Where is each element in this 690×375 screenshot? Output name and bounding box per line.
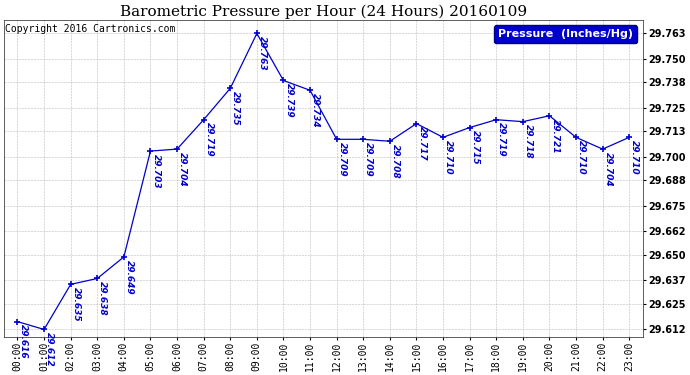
Text: 29.763: 29.763 xyxy=(258,36,267,71)
Text: 29.735: 29.735 xyxy=(231,91,240,126)
Text: 29.612: 29.612 xyxy=(45,332,54,367)
Text: 29.715: 29.715 xyxy=(471,130,480,165)
Text: 29.719: 29.719 xyxy=(205,123,214,157)
Text: 29.704: 29.704 xyxy=(178,152,187,186)
Text: 29.703: 29.703 xyxy=(152,154,161,189)
Text: Copyright 2016 Cartronics.com: Copyright 2016 Cartronics.com xyxy=(6,24,176,34)
Legend: Pressure  (Inches/Hg): Pressure (Inches/Hg) xyxy=(494,25,637,43)
Text: 29.649: 29.649 xyxy=(125,260,134,294)
Text: 29.709: 29.709 xyxy=(337,142,346,177)
Text: 29.721: 29.721 xyxy=(551,118,560,153)
Text: 29.635: 29.635 xyxy=(72,287,81,322)
Text: 29.710: 29.710 xyxy=(630,140,639,175)
Text: 29.710: 29.710 xyxy=(444,140,453,175)
Title: Barometric Pressure per Hour (24 Hours) 20160109: Barometric Pressure per Hour (24 Hours) … xyxy=(120,4,527,18)
Text: 29.734: 29.734 xyxy=(311,93,320,128)
Text: 29.717: 29.717 xyxy=(417,126,426,161)
Text: 29.708: 29.708 xyxy=(391,144,400,178)
Text: 29.709: 29.709 xyxy=(364,142,373,177)
Text: 29.718: 29.718 xyxy=(524,124,533,159)
Text: 29.616: 29.616 xyxy=(19,324,28,359)
Text: 29.739: 29.739 xyxy=(284,83,293,118)
Text: 29.710: 29.710 xyxy=(577,140,586,175)
Text: 29.638: 29.638 xyxy=(98,281,108,316)
Text: 29.719: 29.719 xyxy=(497,123,506,157)
Text: 29.704: 29.704 xyxy=(604,152,613,186)
